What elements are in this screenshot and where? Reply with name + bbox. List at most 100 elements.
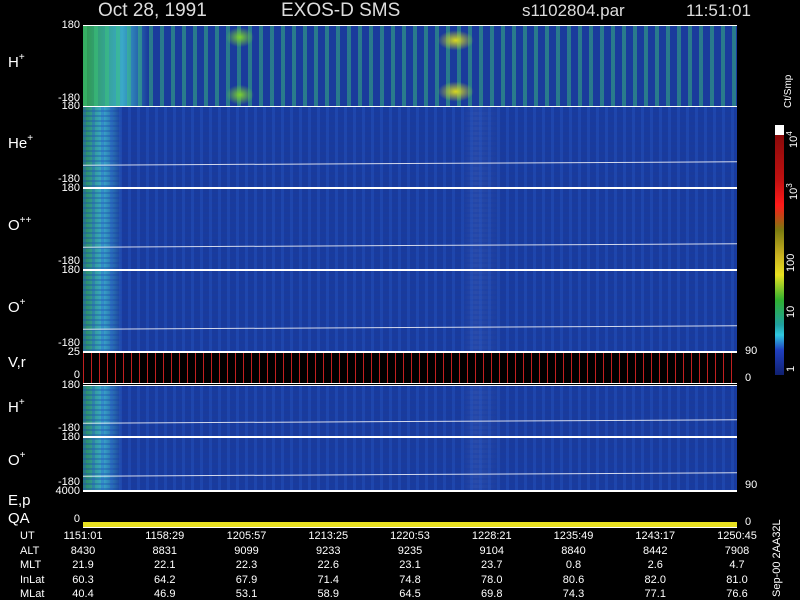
colorbar-base: 1	[785, 365, 797, 372]
y-tick-label: -180	[57, 255, 80, 267]
trace-line	[83, 419, 737, 424]
trace-line	[83, 161, 737, 166]
panel	[83, 437, 737, 491]
y-tick-label: 0	[73, 369, 80, 381]
row-name: MLT	[20, 559, 42, 571]
row-value: 23.1	[399, 559, 421, 571]
panel	[83, 188, 737, 270]
y-tick-label: 180	[61, 379, 80, 391]
panel	[83, 385, 737, 437]
row-name: UT	[20, 530, 35, 542]
side-note: Sep-00 2AA32L	[771, 519, 783, 597]
panel-label: H+	[8, 398, 25, 416]
row-value: 1228:21	[471, 530, 512, 542]
trace-line	[83, 325, 737, 330]
y-tick-label: -180	[57, 92, 80, 104]
colorbar-label: 104	[785, 131, 800, 148]
row-name: InLat	[20, 573, 45, 586]
row-value: 9099	[234, 544, 259, 557]
panel	[83, 106, 737, 188]
label-sup: +	[19, 450, 26, 461]
row-value: 78.0	[481, 573, 503, 586]
row-value: 60.3	[72, 573, 94, 586]
y-tick-label: 180	[61, 100, 80, 112]
panel-label: He+	[8, 133, 34, 152]
y-tick-label: 25	[67, 346, 80, 358]
colorbar-base: 10	[788, 135, 800, 148]
row-value: 82.0	[644, 573, 666, 586]
colorbar-label: 103	[785, 183, 800, 200]
row-value: 9235	[397, 544, 423, 557]
row-value: 67.9	[235, 573, 258, 586]
row-value: 1205:57	[226, 530, 267, 542]
row-value: 8442	[643, 544, 668, 557]
instrument: EXOS-D SMS	[281, 0, 401, 21]
row-value: 1250:45	[717, 530, 757, 542]
row-value: 8831	[152, 544, 177, 557]
row-value: 1158:29	[145, 530, 185, 542]
y-tick-label: -180	[57, 422, 80, 434]
row-value: 1213:25	[308, 530, 349, 542]
row-value: 8430	[70, 544, 96, 557]
colorbar-label: 1	[785, 365, 797, 372]
label-text: O	[8, 452, 20, 469]
row-value: 23.7	[481, 559, 503, 571]
date: Oct 28, 1991	[98, 0, 207, 21]
row-value: 22.3	[235, 559, 258, 571]
row-value: 1151:01	[63, 530, 103, 542]
row-value: 8840	[561, 544, 586, 557]
right-tick-label: 90	[745, 345, 758, 357]
trace-line	[83, 472, 737, 478]
colorbar-unit: Ct/Smp	[783, 74, 794, 108]
right-tick-label: 0	[745, 372, 752, 384]
y-tick-label: 0	[73, 513, 80, 525]
row-value: 0.8	[565, 559, 582, 571]
row-value: 1243:17	[635, 530, 676, 542]
row-value: 81.0	[726, 573, 748, 586]
panel-label: V,r	[8, 355, 26, 370]
row-value: 76.6	[726, 588, 748, 600]
row-value: 21.9	[72, 559, 94, 571]
label-sup: +	[27, 133, 34, 144]
row-value: 74.8	[399, 573, 421, 586]
row-value: 9104	[479, 544, 504, 557]
time: 11:51:01	[686, 1, 751, 20]
panel-label: O++	[8, 215, 32, 234]
colorbar-base: 10	[785, 305, 797, 318]
label-text: H	[8, 399, 19, 416]
label-text: H	[8, 54, 19, 71]
panel-label: E,p	[8, 493, 31, 508]
label-text: He	[8, 135, 28, 152]
y-tick-label: -180	[57, 337, 80, 349]
colorbar-label: 100	[785, 254, 797, 272]
row-value: 64.5	[399, 588, 421, 600]
panel-label: O+	[8, 298, 26, 316]
y-tick-label: 4000	[55, 485, 80, 497]
row-value: 71.4	[317, 573, 339, 586]
y-tick-label: -180	[57, 173, 80, 185]
colorbar-exp: 4	[785, 131, 794, 136]
row-value: 46.9	[154, 588, 176, 600]
panel	[83, 352, 737, 384]
label-text: O	[8, 299, 20, 316]
row-name: ALT	[20, 544, 40, 557]
row-value: 2.6	[647, 559, 663, 571]
file: s1102804.par	[522, 1, 625, 20]
y-tick-label: 180	[61, 182, 80, 194]
row-value: 74.3	[562, 588, 585, 600]
label-sup: ++	[19, 215, 32, 226]
trace-line	[83, 243, 737, 248]
panel	[83, 270, 737, 352]
label-text: V,r	[8, 354, 26, 371]
row-value: 7908	[724, 544, 750, 557]
right-tick-label: 90	[745, 479, 758, 491]
panel	[83, 491, 737, 528]
colorbar-label: 10	[785, 305, 797, 318]
panel	[83, 25, 737, 107]
label-sup: +	[18, 52, 25, 63]
colorbar	[775, 125, 784, 375]
row-value: 69.8	[481, 588, 503, 600]
panel-label: H+	[8, 52, 25, 71]
y-tick-label: -180	[57, 476, 80, 488]
y-tick-label: 180	[61, 19, 80, 31]
